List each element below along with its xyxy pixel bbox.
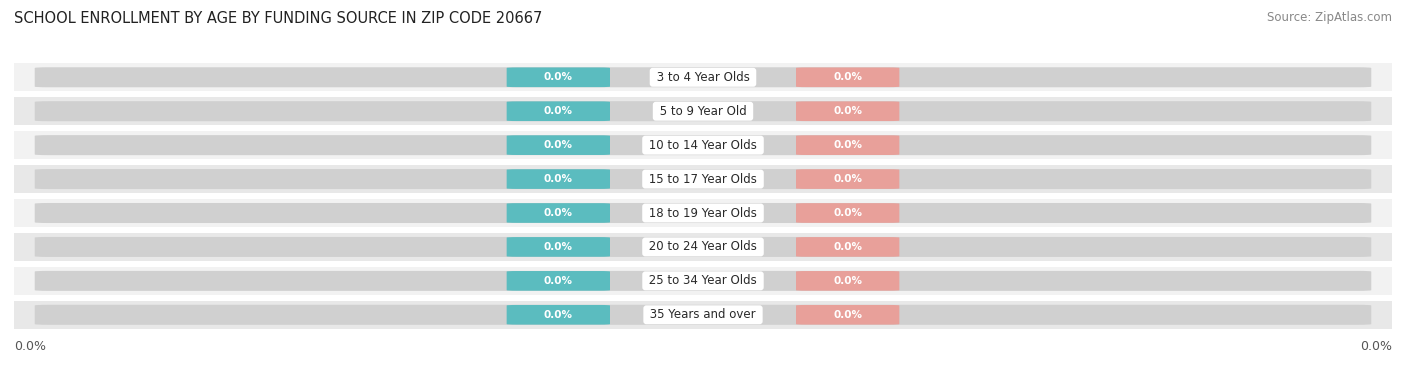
Text: 0.0%: 0.0% [544,276,572,286]
Bar [14,267,1392,295]
Text: 10 to 14 Year Olds: 10 to 14 Year Olds [645,139,761,152]
FancyBboxPatch shape [35,305,1371,325]
Text: 0.0%: 0.0% [544,106,572,116]
FancyBboxPatch shape [506,271,610,291]
Bar [14,233,1392,261]
Text: 0.0%: 0.0% [544,310,572,320]
Text: SCHOOL ENROLLMENT BY AGE BY FUNDING SOURCE IN ZIP CODE 20667: SCHOOL ENROLLMENT BY AGE BY FUNDING SOUR… [14,11,543,26]
Text: Source: ZipAtlas.com: Source: ZipAtlas.com [1267,11,1392,24]
Text: 15 to 17 Year Olds: 15 to 17 Year Olds [645,173,761,185]
Text: 3 to 4 Year Olds: 3 to 4 Year Olds [652,71,754,84]
Text: 0.0%: 0.0% [834,276,862,286]
Text: 0.0%: 0.0% [834,208,862,218]
Text: 0.0%: 0.0% [544,208,572,218]
FancyBboxPatch shape [35,101,1371,121]
Text: 5 to 9 Year Old: 5 to 9 Year Old [655,105,751,118]
FancyBboxPatch shape [506,101,610,121]
Text: 0.0%: 0.0% [544,72,572,82]
Bar [14,63,1392,91]
FancyBboxPatch shape [796,271,900,291]
FancyBboxPatch shape [35,169,1371,189]
Text: 0.0%: 0.0% [14,340,46,353]
Bar [14,165,1392,193]
Bar [14,97,1392,125]
Text: 18 to 19 Year Olds: 18 to 19 Year Olds [645,207,761,219]
Text: 0.0%: 0.0% [834,106,862,116]
Text: 0.0%: 0.0% [834,242,862,252]
FancyBboxPatch shape [796,305,900,325]
FancyBboxPatch shape [506,203,610,223]
FancyBboxPatch shape [796,101,900,121]
FancyBboxPatch shape [796,169,900,189]
FancyBboxPatch shape [35,67,1371,87]
FancyBboxPatch shape [506,67,610,87]
Text: 0.0%: 0.0% [544,242,572,252]
FancyBboxPatch shape [796,237,900,257]
Text: 0.0%: 0.0% [1360,340,1392,353]
Bar [14,199,1392,227]
Text: 0.0%: 0.0% [834,174,862,184]
Bar [14,301,1392,329]
FancyBboxPatch shape [35,237,1371,257]
FancyBboxPatch shape [796,203,900,223]
FancyBboxPatch shape [35,135,1371,155]
FancyBboxPatch shape [506,305,610,325]
FancyBboxPatch shape [506,237,610,257]
FancyBboxPatch shape [506,135,610,155]
Text: 0.0%: 0.0% [834,140,862,150]
Text: 20 to 24 Year Olds: 20 to 24 Year Olds [645,241,761,253]
FancyBboxPatch shape [35,271,1371,291]
FancyBboxPatch shape [796,67,900,87]
FancyBboxPatch shape [506,169,610,189]
Text: 0.0%: 0.0% [544,174,572,184]
Text: 0.0%: 0.0% [834,310,862,320]
Bar [14,131,1392,159]
Text: 35 Years and over: 35 Years and over [647,308,759,321]
FancyBboxPatch shape [35,203,1371,223]
Text: 25 to 34 Year Olds: 25 to 34 Year Olds [645,274,761,287]
Text: 0.0%: 0.0% [834,72,862,82]
Text: 0.0%: 0.0% [544,140,572,150]
FancyBboxPatch shape [796,135,900,155]
